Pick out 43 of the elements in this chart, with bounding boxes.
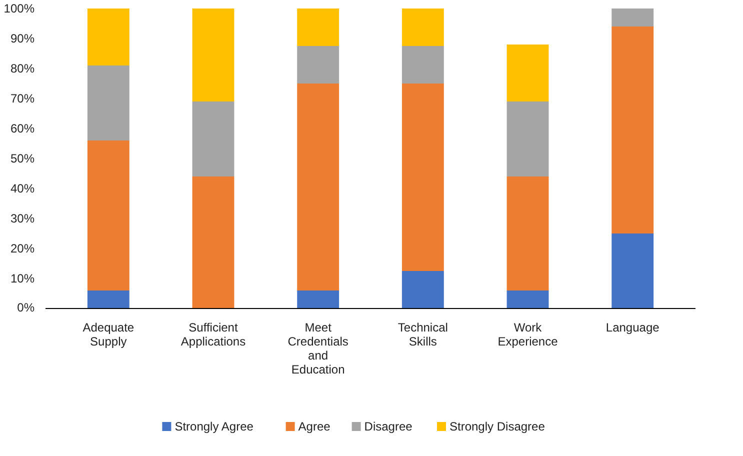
bar <box>506 44 549 102</box>
y-tick-label: 40% <box>10 182 35 196</box>
y-tick-label: 10% <box>10 272 35 286</box>
legend-label: Strongly Disagree <box>450 420 546 434</box>
y-tick-label: 100% <box>4 2 35 16</box>
legend-label: Strongly Agree <box>174 420 254 434</box>
y-tick-label: 90% <box>10 32 35 46</box>
x-tick-label: Language <box>606 320 660 334</box>
y-tick-label: 0% <box>17 300 35 314</box>
y-tick-label: 50% <box>10 152 35 166</box>
x-tick-label: Work Experience <box>498 320 558 348</box>
bar <box>192 176 234 308</box>
bar <box>192 102 234 176</box>
bar <box>612 234 654 308</box>
bar <box>192 8 234 102</box>
bar <box>297 290 340 308</box>
x-tick-label: Sufficient Applications <box>180 320 246 348</box>
y-tick-label: 80% <box>10 62 35 76</box>
bar <box>297 84 340 290</box>
bar <box>506 176 549 290</box>
bar <box>297 8 340 46</box>
y-tick-label: 30% <box>10 212 35 226</box>
y-tick-label: 70% <box>10 92 35 106</box>
bar <box>506 102 549 176</box>
bar <box>402 8 444 46</box>
bar <box>612 26 654 234</box>
y-tick-label: 60% <box>10 122 35 136</box>
bar <box>402 271 444 308</box>
bar <box>506 290 549 308</box>
bar <box>612 8 654 26</box>
bar <box>402 46 444 84</box>
bar <box>87 140 130 290</box>
legend-label: Agree <box>298 420 331 434</box>
x-tick-label: Adequate Supply <box>82 320 134 348</box>
bar <box>87 8 130 66</box>
y-tick-label: 20% <box>10 242 35 256</box>
bar <box>402 84 444 271</box>
x-tick-label: Meet Credentials and Education <box>288 320 348 376</box>
bar <box>87 290 130 308</box>
bar <box>297 46 340 84</box>
x-tick-label: Technical Skills <box>398 320 448 348</box>
legend-label: Disagree <box>364 420 413 434</box>
bar <box>87 66 130 140</box>
